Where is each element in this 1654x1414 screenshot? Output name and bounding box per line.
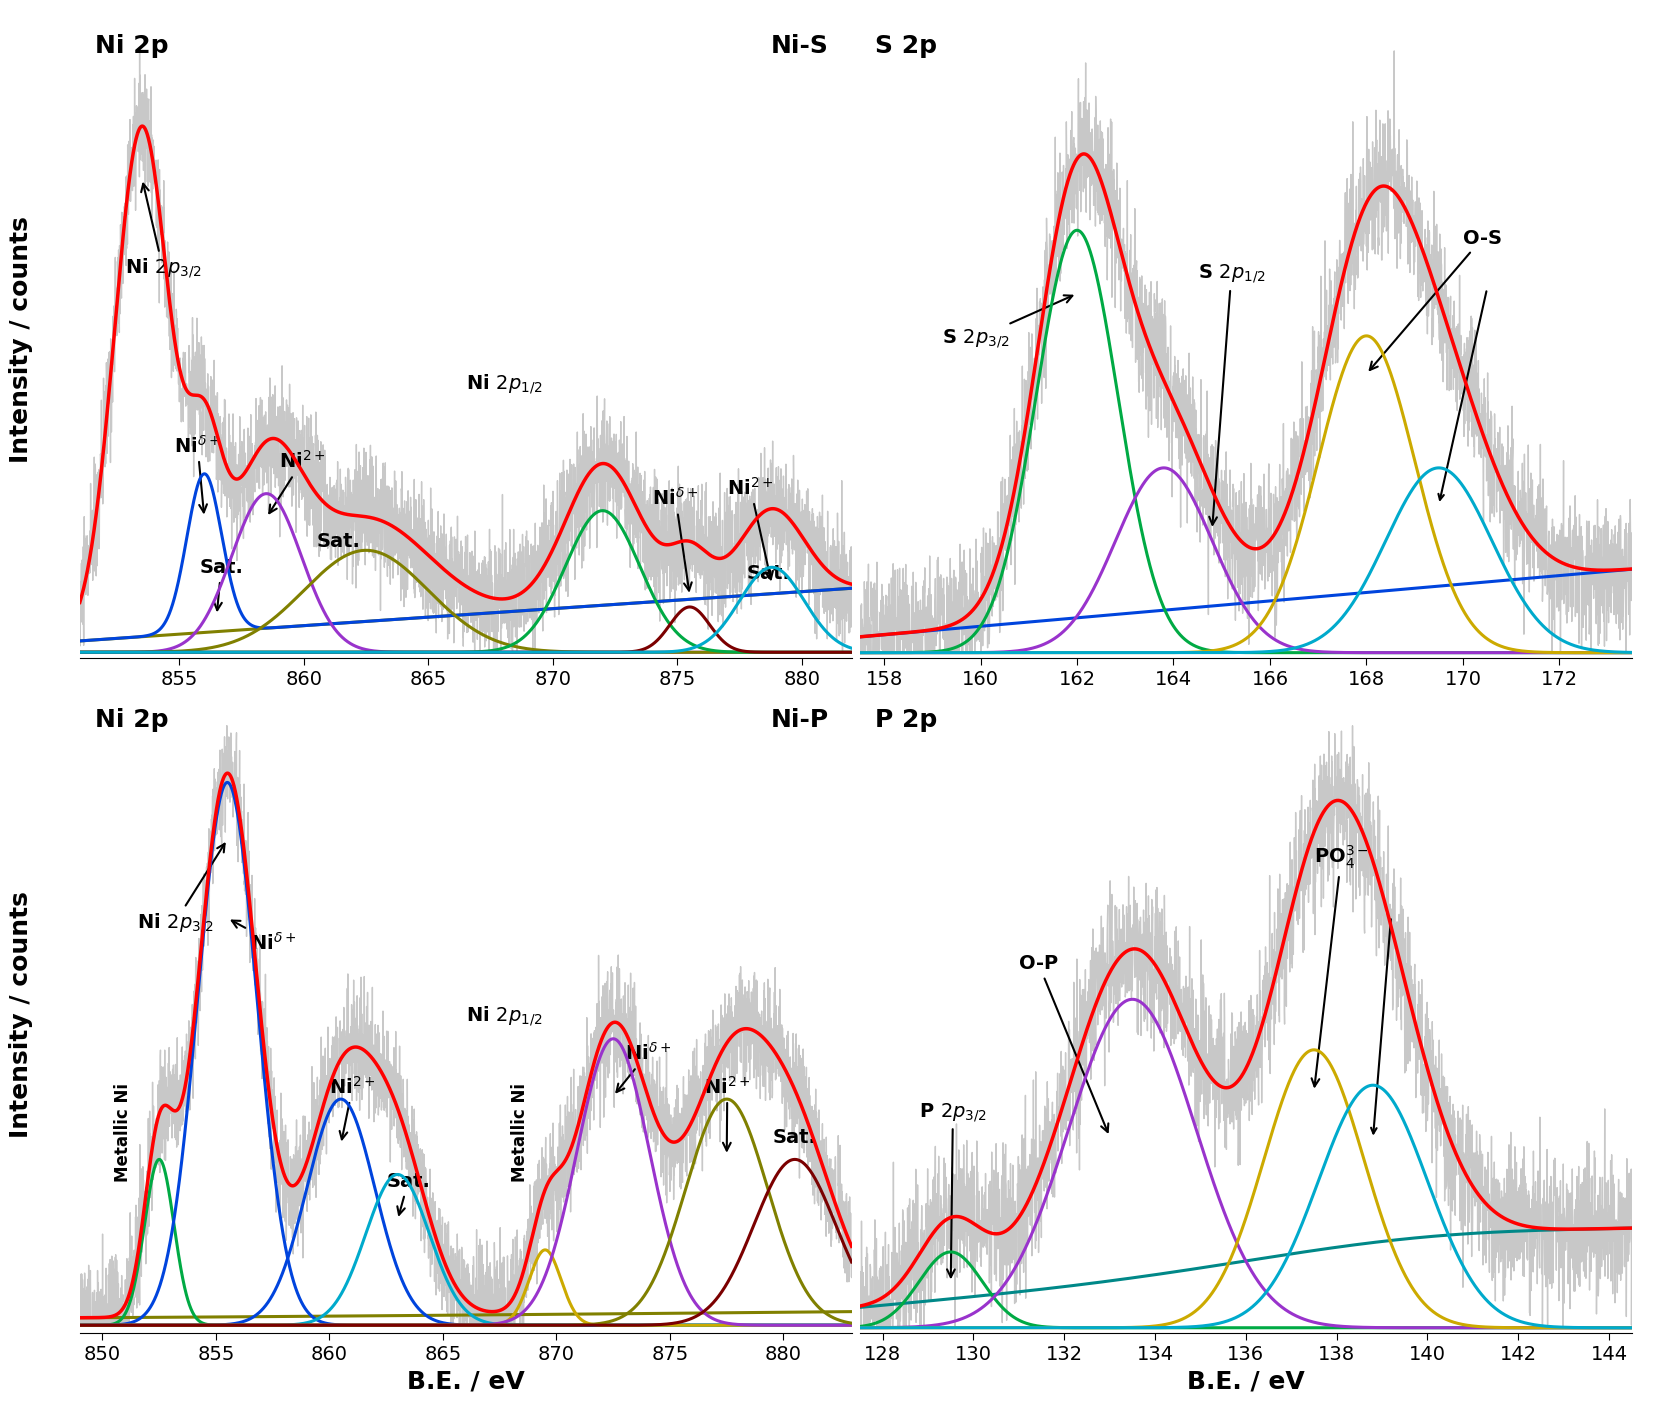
Text: Ni$^{2+}$: Ni$^{2+}$ (270, 450, 326, 513)
Text: Ni-S: Ni-S (771, 34, 829, 58)
Text: Metallic Ni: Metallic Ni (114, 1083, 132, 1182)
Text: Ni$^{2+}$: Ni$^{2+}$ (705, 1076, 751, 1151)
X-axis label: B.E. / eV: B.E. / eV (1188, 1369, 1305, 1393)
Text: S $2p_{1/2}$: S $2p_{1/2}$ (1197, 263, 1265, 525)
Text: Sat.: Sat. (387, 1172, 430, 1215)
Text: Sat.: Sat. (772, 1128, 815, 1147)
Text: O-S: O-S (1370, 229, 1502, 370)
Text: Ni $2p_{3/2}$: Ni $2p_{3/2}$ (137, 844, 225, 935)
Text: Ni-P: Ni-P (771, 708, 829, 732)
Text: Ni $2p_{1/2}$: Ni $2p_{1/2}$ (466, 1004, 543, 1028)
Text: PO$_4^{3-}$: PO$_4^{3-}$ (1312, 844, 1368, 1086)
Y-axis label: Intensity / counts: Intensity / counts (10, 891, 33, 1138)
Text: Sat.: Sat. (198, 559, 243, 611)
Text: Ni $2p_{3/2}$: Ni $2p_{3/2}$ (124, 184, 202, 280)
Text: Ni$^{\delta+}$: Ni$^{\delta+}$ (652, 486, 698, 591)
Text: Ni$^{2+}$: Ni$^{2+}$ (329, 1076, 375, 1140)
Text: Ni$^{\delta+}$: Ni$^{\delta+}$ (232, 921, 296, 954)
Text: Ni$^{2+}$: Ni$^{2+}$ (728, 477, 774, 580)
Text: P 2p: P 2p (875, 708, 938, 732)
Text: Ni 2p: Ni 2p (96, 34, 169, 58)
Text: Sat.: Sat. (748, 564, 791, 583)
Text: Ni $2p_{1/2}$: Ni $2p_{1/2}$ (466, 372, 543, 396)
Text: Ni$^{\delta+}$: Ni$^{\delta+}$ (617, 1042, 672, 1092)
Text: Ni 2p: Ni 2p (96, 708, 169, 732)
Text: Metallic Ni: Metallic Ni (511, 1083, 529, 1182)
Text: S $2p_{3/2}$: S $2p_{3/2}$ (943, 296, 1072, 351)
Text: Sat.: Sat. (316, 532, 361, 551)
Text: O-P: O-P (1019, 954, 1108, 1133)
Text: P $2p_{3/2}$: P $2p_{3/2}$ (920, 1100, 987, 1277)
X-axis label: B.E. / eV: B.E. / eV (407, 1369, 524, 1393)
Text: Ni$^{\delta+}$: Ni$^{\delta+}$ (174, 434, 220, 512)
Text: S 2p: S 2p (875, 34, 938, 58)
Y-axis label: Intensity / counts: Intensity / counts (10, 216, 33, 462)
